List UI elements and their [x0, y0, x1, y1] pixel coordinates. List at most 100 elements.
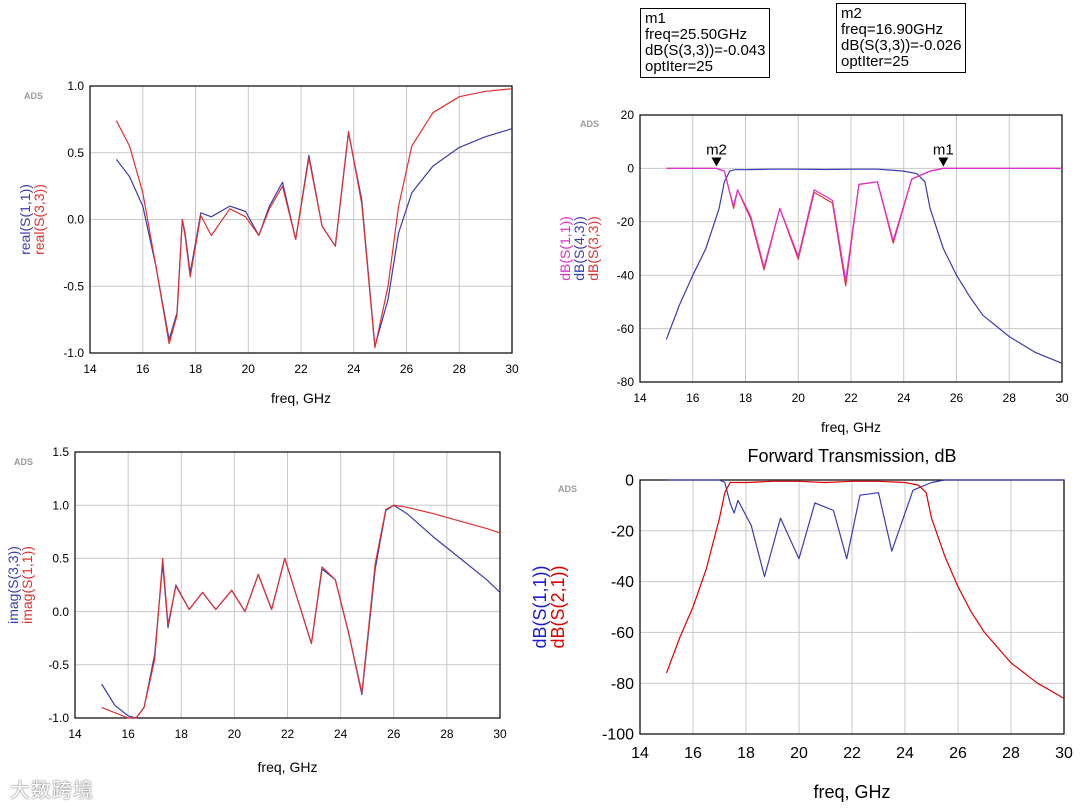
y-axis-label: imag(S(1,1)) — [19, 546, 35, 624]
x-tick-label: 22 — [844, 391, 858, 405]
x-tick-label: 14 — [631, 745, 649, 762]
y-axis-label: dB(S(2,1)) — [548, 565, 568, 648]
x-tick-label: 30 — [505, 362, 519, 376]
y-tick-label: 0 — [625, 473, 634, 490]
x-tick-label: 18 — [189, 362, 203, 376]
x-tick-label: 14 — [68, 727, 82, 741]
x-tick-label: 28 — [1002, 745, 1020, 762]
series-line-real-s-1-1- — [115, 128, 513, 347]
marker-m1-freq: freq=25.50GHz — [645, 26, 748, 43]
x-tick-label: 20 — [242, 362, 256, 376]
x-tick-label: 24 — [897, 391, 911, 405]
y-tick-label: -1.0 — [63, 346, 84, 360]
series-line-db-s-3-3- — [666, 167, 1062, 287]
x-tick-label: 26 — [950, 391, 964, 405]
y-tick-label: 0 — [627, 162, 634, 176]
series-line-db-s-1-1- — [666, 167, 1062, 282]
marker-box-m1: m1 freq=25.50GHz dB(S(3,3))=-0.043 optIt… — [640, 8, 771, 78]
marker-label: m2 — [706, 141, 727, 158]
ads-badge: ADS — [24, 91, 43, 101]
marker-triangle — [938, 157, 949, 167]
y-tick-label: -40 — [617, 268, 635, 282]
x-tick-label: 22 — [294, 362, 308, 376]
chart-imag: 14 16 18 20 22 24 26 28 30 -1.0 -0.5 0.0 0.5 1.0 1.5 fr… — [5, 445, 507, 775]
watermark: 大数跨境 — [10, 780, 94, 802]
x-tick-label: 20 — [792, 391, 806, 405]
y-tick-label: -1.0 — [48, 711, 69, 725]
series-line-db-s-2-1- — [665, 480, 1065, 699]
y-tick-label: 0.5 — [52, 552, 69, 566]
x-tick-label: 16 — [121, 727, 135, 741]
plot-frame — [639, 479, 1065, 735]
chart-real: 14 16 18 20 22 24 26 28 30 -1.0 -0.5 0.0 0.5 1.0 freq,… — [17, 79, 519, 406]
marker-triangle — [711, 157, 722, 167]
x-tick-label: 18 — [737, 745, 755, 762]
marker-label: m1 — [933, 142, 954, 159]
y-tick-label: 1.0 — [52, 498, 69, 512]
x-tick-label: 28 — [453, 362, 467, 376]
x-tick-label: 28 — [440, 727, 454, 741]
marker-box-m2: m2 freq=16.90GHz dB(S(3,3))=-0.026 optIt… — [836, 3, 967, 73]
x-tick-label: 26 — [400, 362, 414, 376]
x-tick-label: 30 — [1055, 391, 1069, 405]
plot-frame — [74, 451, 501, 719]
y-tick-label: -20 — [617, 215, 635, 229]
x-tick-label: 26 — [949, 745, 967, 762]
y-tick-label: -0.5 — [48, 658, 69, 672]
marker-m1-label: m1 — [645, 10, 666, 27]
x-tick-label: 16 — [684, 745, 702, 762]
y-tick-label: -80 — [617, 375, 635, 389]
y-tick-label: 0.0 — [67, 213, 84, 227]
x-tick-label: 14 — [633, 391, 647, 405]
y-axis-label: real(S(1,1)) — [17, 184, 33, 255]
x-tick-label: 30 — [493, 727, 507, 741]
chart-fwd: 14 16 18 20 22 24 26 28 30 -100 -80 -60 -40 -20 0 freq,… — [530, 446, 1073, 802]
marker-m2-label: m2 — [841, 5, 862, 22]
x-tick-label: 22 — [281, 727, 295, 741]
x-tick-label: 16 — [136, 362, 150, 376]
marker-m1-value: dB(S(3,3))=-0.043 — [645, 42, 766, 59]
x-tick-label: 24 — [896, 745, 914, 762]
y-axis-label: dB(S(3,3)) — [585, 216, 601, 281]
y-axis-label: dB(S(1,1)) — [557, 216, 573, 281]
y-axis-label: dB(S(4,3)) — [571, 216, 587, 281]
x-axis-label: freq, GHz — [821, 419, 881, 435]
plot-frame — [89, 85, 513, 354]
x-tick-label: 30 — [1055, 745, 1073, 762]
x-tick-label: 18 — [175, 727, 189, 741]
marker-m2-optiter: optIter=25 — [841, 53, 909, 70]
ads-badge: ADS — [580, 119, 599, 129]
y-axis-label: dB(S(1,1)) — [530, 565, 550, 648]
series-line-db-s-4-3- — [665, 168, 1063, 364]
y-tick-label: 1.0 — [67, 79, 84, 93]
y-tick-label: -60 — [611, 625, 634, 642]
x-tick-label: 24 — [334, 727, 348, 741]
marker-m2-value: dB(S(3,3))=-0.026 — [841, 37, 962, 54]
chart-title: Forward Transmission, dB — [747, 446, 956, 466]
marker-m2-freq: freq=16.90GHz — [841, 21, 944, 38]
y-tick-label: 1.5 — [52, 445, 69, 459]
x-tick-label: 28 — [1003, 391, 1017, 405]
y-tick-label: -60 — [617, 322, 635, 336]
x-tick-label: 26 — [387, 727, 401, 741]
series-line-imag-s-1-1- — [101, 504, 501, 719]
x-axis-label: freq, GHz — [271, 390, 331, 406]
x-tick-label: 20 — [790, 745, 808, 762]
y-axis-label: real(S(3,3)) — [31, 184, 47, 255]
y-tick-label: -20 — [611, 523, 634, 540]
y-tick-label: 0.0 — [52, 605, 69, 619]
x-tick-label: 24 — [347, 362, 361, 376]
y-tick-label: 0.5 — [67, 146, 84, 160]
x-tick-label: 14 — [83, 362, 97, 376]
y-tick-label: 20 — [621, 108, 635, 122]
x-tick-label: 22 — [843, 745, 861, 762]
x-tick-label: 20 — [228, 727, 242, 741]
y-tick-label: -0.5 — [63, 279, 84, 293]
x-axis-label: freq, GHz — [258, 759, 318, 775]
x-axis-label: freq, GHz — [813, 782, 890, 802]
x-tick-label: 16 — [686, 391, 700, 405]
chart-s33db: 14 16 18 20 22 24 26 28 30 -80 -60 -40 -20 0 20 freq, G… — [557, 108, 1069, 435]
series-line-db-s-1-1- — [666, 479, 1064, 578]
y-tick-label: -40 — [611, 574, 634, 591]
